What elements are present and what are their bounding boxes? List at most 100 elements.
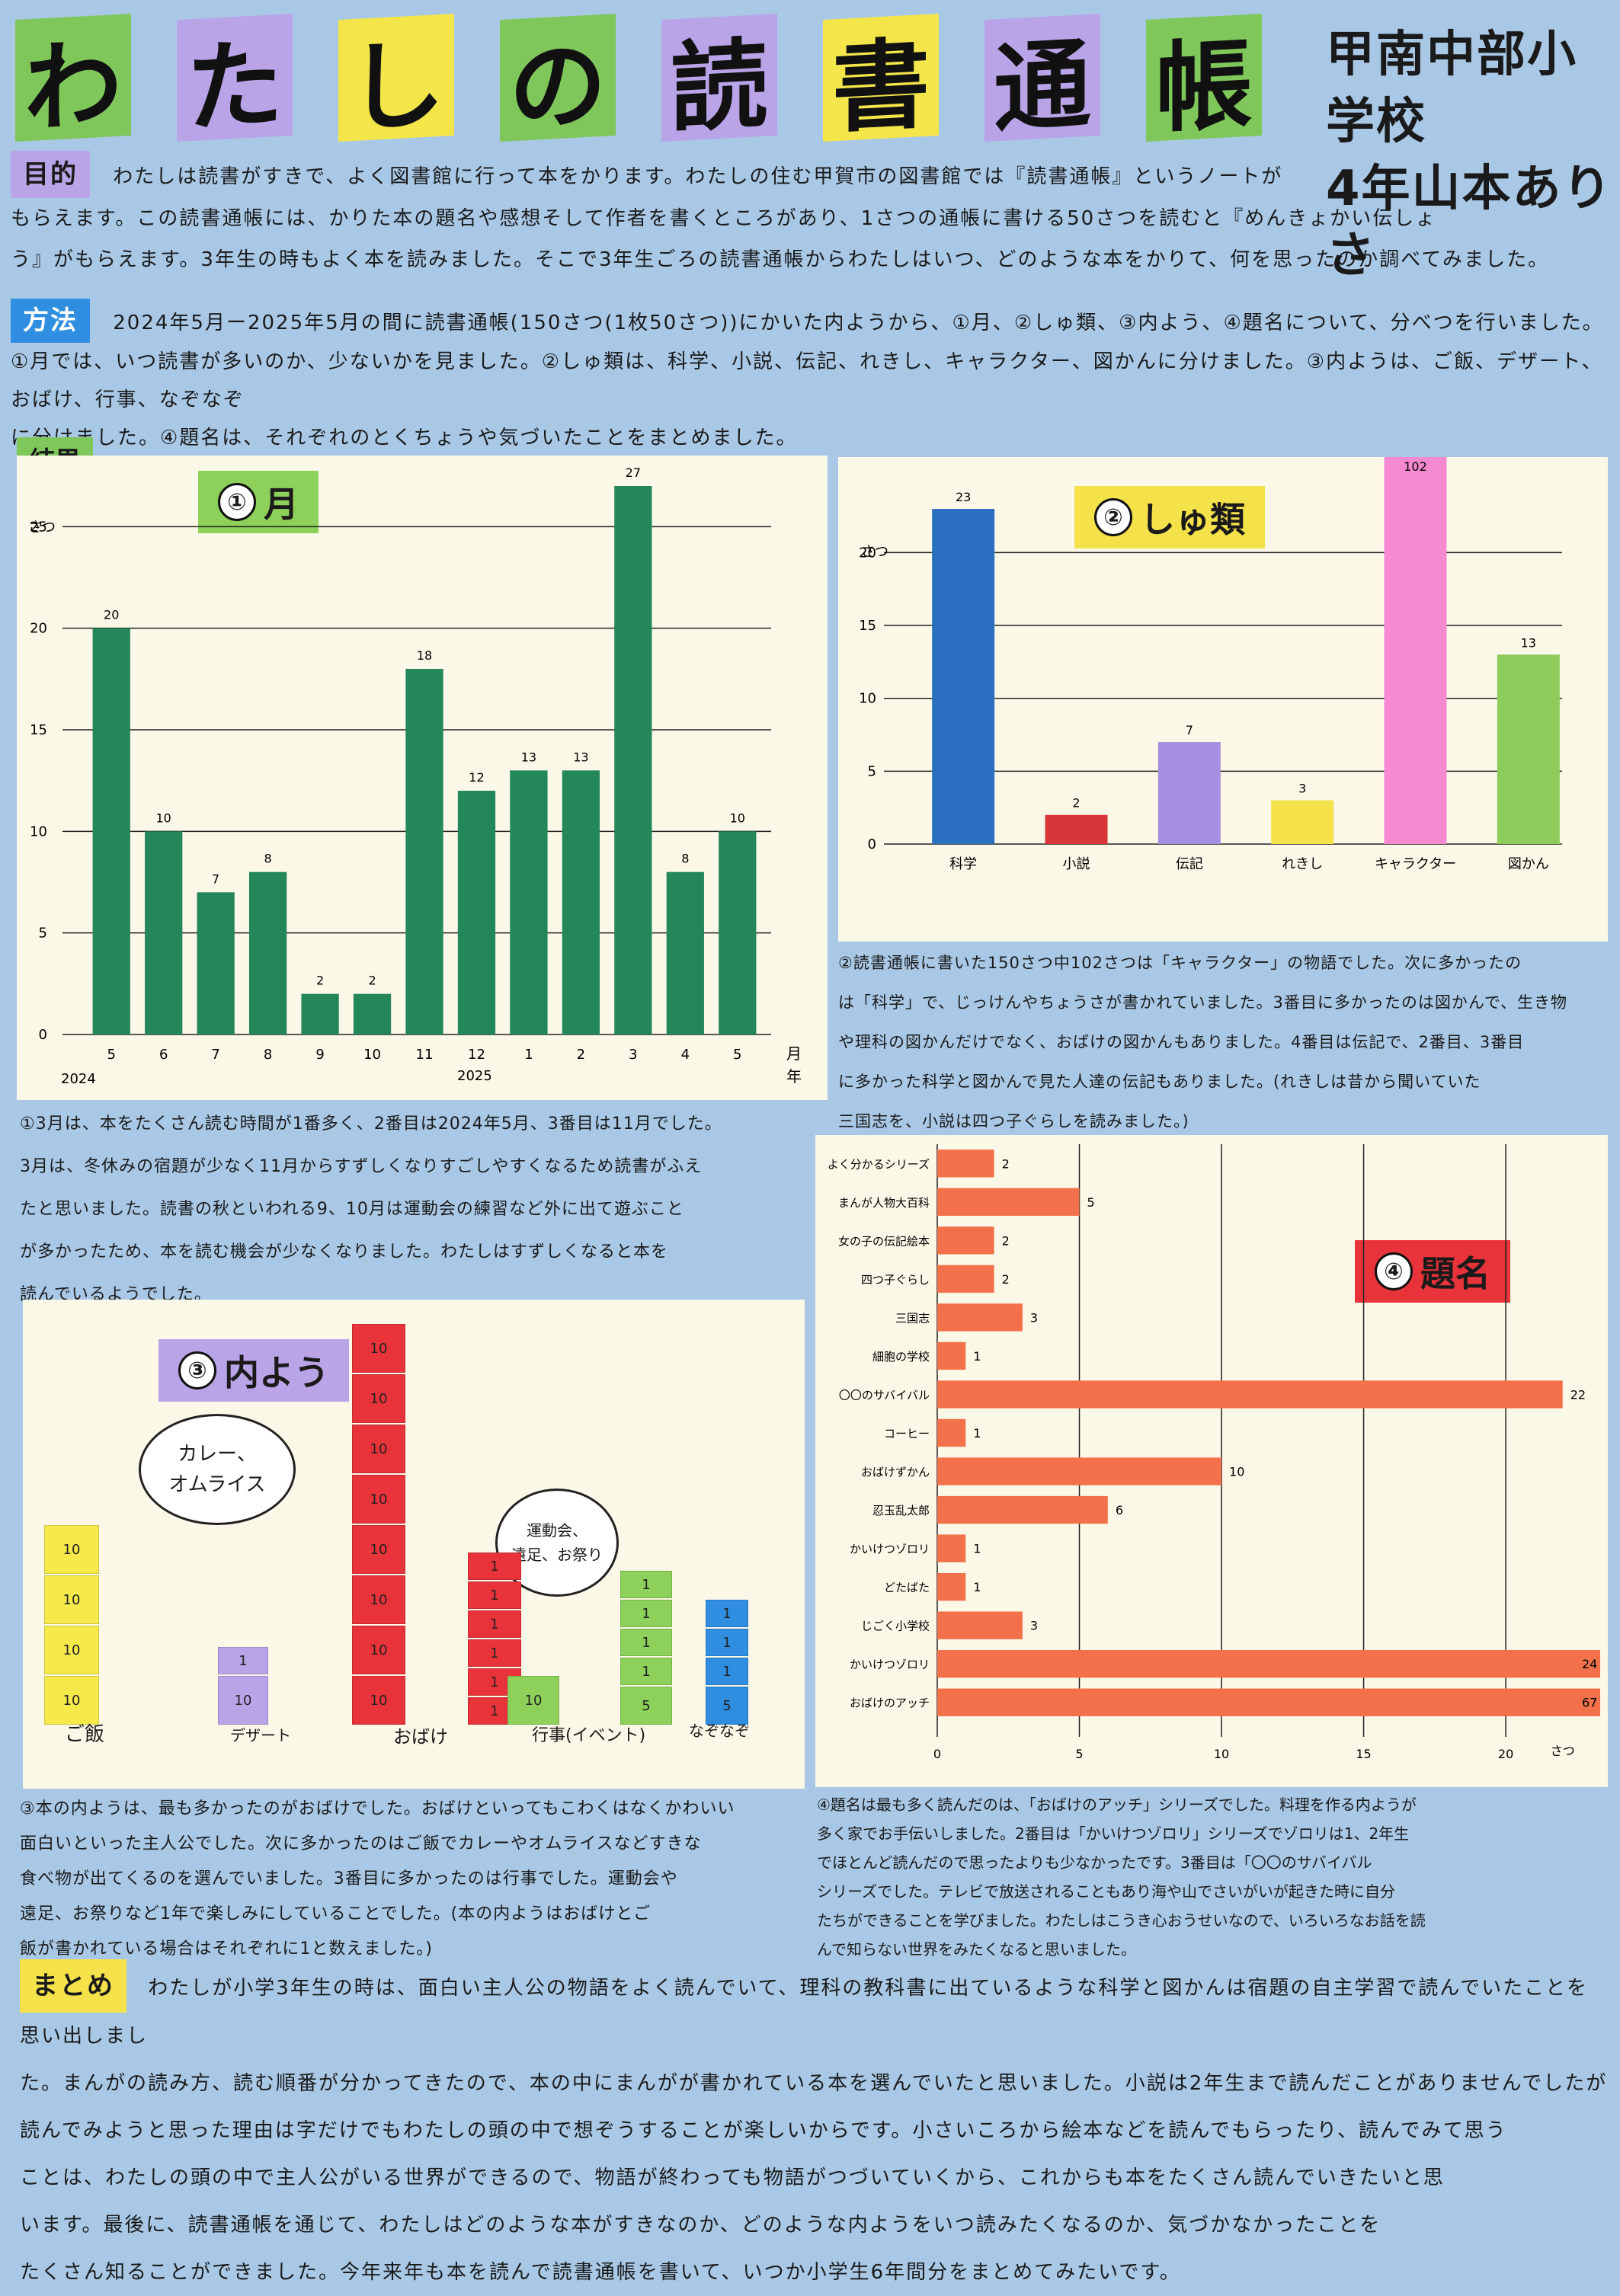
chart4-data-label: 1 [973,1349,981,1364]
chart2-data-label: 2 [1072,796,1080,811]
chart3-block: 10 [44,1676,99,1725]
chart4-bar [937,1341,966,1370]
chart4-bar [937,1418,966,1447]
chart1-bar [197,892,235,1034]
chart2-panel: ② しゅ類 0 5 10 15 20 さつ 23 科学 2 小説 7 伝記 3 れきし 102 キャラクター 1… [838,457,1608,942]
chart4-bar [937,1303,1023,1332]
chart4-xlabel: さつ [1551,1744,1575,1758]
note4-line: んで知らない世界をみたくなると思いました。 [817,1940,1136,1959]
chart1-xtick: 12 [468,1047,485,1063]
purpose-text: わたしは読書がすきで、よく図書館に行って本をかります。わたしの住む甲賀市の図書館… [113,165,1283,188]
note2-line: は「科学」で、じっけんやちょうさが書かれていました。3番目に多かったのは図かんで… [838,993,1567,1012]
title-char: わ [15,14,131,146]
purpose-text: もらえます。この読書通帳には、かりた本の題名や感想そして作者を書くところがあり、… [11,207,1437,230]
chart2-bar [1497,654,1560,844]
summary-text: た。まんがの読み方、読む順番が分かってきたので、本の中にまんがが書かれている本を… [20,2072,1608,2095]
chart1-data-label: 13 [573,750,588,764]
chart4-category-label: 三国志 [895,1311,930,1325]
method-text: に分けました。④題名は、それぞれのとくちょうや気づいたことをまとめました。 [11,427,798,449]
chart4-data-label: 2 [1002,1233,1010,1248]
chart3-block: 10 [352,1374,405,1423]
chart1-bar [457,791,496,1034]
chart4-bar [937,1457,1222,1485]
chart1-year-unit: 年 [786,1067,802,1086]
chart4-category-label: 〇〇のサバイバル [839,1388,930,1402]
note4-line: でほとんど読んだので思ったよりも少なかったです。3番目は「〇〇のサバイバル [817,1853,1372,1872]
chart4-data-label: 3 [1030,1619,1038,1633]
chart3-block: 10 [352,1525,405,1574]
note4-line: 多く家でお手伝いしました。2番目は「かいけつゾロリ」シリーズでゾロリは1、2年生 [817,1824,1410,1843]
chart2-ytick: 5 [868,763,876,779]
chart1-xtick: 6 [159,1047,168,1063]
chart4-category-label: かいけつゾロリ [850,1658,930,1671]
note2: ②読書通帳に書いた150さつ中102さつは「キャラクター」の物語でした。次に多か… [838,943,1608,1141]
chart1-data-label: 18 [417,648,432,663]
chart4-data-label: 3 [1030,1310,1038,1325]
title-char: 読 [661,14,777,146]
chart2-ytick: 0 [868,836,876,852]
note1-line: ①3月は、本をたくさん読む時間が1番多く、2番目は2024年5月、3番目は11月… [20,1114,722,1134]
chart3-block: 1 [218,1647,268,1674]
chart4-bar [937,1688,1600,1716]
chart4-number: ④ [1375,1252,1413,1290]
chart1-ytick: 10 [30,823,47,839]
title-char: 通 [984,14,1100,146]
chart4-xtick: 20 [1498,1747,1513,1761]
chart1-title: ① 月 [198,471,319,533]
chart3-block: 1 [468,1610,521,1638]
chart3-block: 10 [352,1626,405,1674]
chart4-xtick: 0 [933,1747,941,1761]
chart2-xtick: れきし [1282,856,1323,872]
speech-bubble-meal: カレー、 オムライス [139,1414,296,1525]
chart4-data-label: 6 [1116,1503,1123,1517]
chart3-block: 1 [620,1571,672,1598]
chart3-block: 10 [352,1475,405,1524]
note1-line: が多かったため、本を読む機会が少なくなりました。わたしはすずしくなると本を [20,1242,669,1262]
summary-text: います。最後に、読書通帳を通じて、わたしはどのような本がすきなのか、どのような内… [20,2214,1381,2237]
chart2-xtick: キャラクター [1375,856,1456,872]
chart2-data-label: 7 [1186,723,1193,737]
chart3-title-text: 内よう [224,1352,329,1393]
chart4-category-label: かいけつゾロリ [850,1543,930,1556]
note3-line: ③本の内ようは、最も多かったのがおばけでした。おばけといってもこわくはなくかわい… [20,1799,735,1818]
chart1-bar [562,770,600,1034]
chart4-category-label: どたばた [884,1581,930,1594]
chart3-block: 10 [507,1676,559,1725]
note4-line: たちができることを学びました。わたしはこうき心おうせいなので、いろいろなお話を読 [817,1911,1426,1930]
chart2-xtick: 伝記 [1176,856,1203,872]
chart3-block: 1 [620,1600,672,1627]
chart3-panel: ③ 内よう カレー、 オムライス 運動会、 遠足、お祭り 10 10 10 10 10 1… [23,1300,805,1789]
chart2-bar [1157,742,1221,844]
method-section: 方法 2024年5月ー2025年5月の間に読書通帳(150さつ(1枚50さつ))… [11,299,1611,457]
note4-line: シリーズでした。テレビで放送されることもあり海や山でさいがいが起きた時に自分 [817,1882,1395,1901]
note3: ③本の内ようは、最も多かったのがおばけでした。おばけといってもこわくはなくかわい… [20,1792,812,1967]
chart4-bar [937,1534,966,1562]
note2-line: や理科の図かんだけでなく、おばけの図かんもありました。4番目は伝記で、2番目、3… [838,1033,1525,1051]
chart1-bar [248,871,287,1034]
note2-line: 三国志を、小説は四つ子ぐらしを読みました。) [838,1112,1189,1130]
chart1-data-label: 13 [521,750,536,764]
chart4-bar [937,1495,1108,1524]
chart1-xtick: 2 [577,1047,585,1063]
note3-line: 食べ物が出てくるのを選んでいました。3番目に多かったのは行事でした。運動会や [20,1869,678,1888]
chart2-data-label: 13 [1521,635,1536,650]
chart1-xtick: 5 [733,1047,741,1063]
chart2-title: ② しゅ類 [1074,486,1265,548]
chart2-bar [1271,800,1334,844]
chart3-label-riddle: なぞなぞ [689,1722,750,1740]
chart2-ytick: 15 [859,618,876,634]
chart4-data-label: 22 [1570,1387,1586,1402]
chart1-bar [405,669,443,1034]
note1-line: たと思いました。読書の秋といわれる9、10月は運動会の練習など外に出て遊ぶこと [20,1200,684,1219]
chart3-block: 1 [620,1629,672,1656]
chart1-title-text: 月 [264,484,299,525]
chart4-category-label: 忍玉乱太郎 [872,1504,930,1517]
summary-label: まとめ [20,1959,126,2013]
chart1-ytick: 20 [30,621,47,637]
purpose-text: う』がもらえます。3年生の時もよく本を読みました。そこで3年生ごろの読書通帳から… [11,248,1550,271]
chart3-block: 5 [620,1687,672,1725]
chart1-bar [666,871,704,1034]
chart1-data-label: 12 [469,770,484,785]
chart1-bar [92,628,130,1034]
chart1-data-label: 27 [626,465,641,480]
